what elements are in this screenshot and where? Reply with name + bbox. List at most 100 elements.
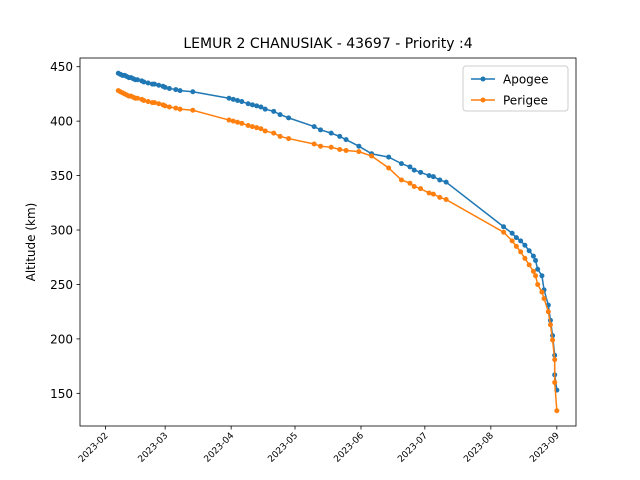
data-point <box>145 80 151 86</box>
data-point <box>530 253 536 259</box>
data-point <box>245 101 251 107</box>
data-point <box>386 165 392 171</box>
data-point <box>134 77 140 83</box>
data-point <box>311 124 317 130</box>
data-point <box>166 85 172 91</box>
data-point <box>513 235 519 241</box>
chart-title: LEMUR 2 CHANUSIAK - 43697 - Priority :4 <box>183 36 472 52</box>
data-point <box>518 249 524 255</box>
data-point <box>443 197 449 203</box>
data-point <box>177 88 183 94</box>
data-point <box>545 309 551 315</box>
series-perigee <box>115 88 560 414</box>
data-point <box>226 95 232 101</box>
data-point <box>286 115 292 121</box>
legend-marker <box>480 97 486 103</box>
data-point <box>318 127 324 133</box>
data-point <box>411 167 417 173</box>
data-point <box>539 289 545 295</box>
data-point <box>311 141 317 147</box>
data-point <box>552 357 558 363</box>
data-point <box>398 177 404 183</box>
data-point <box>166 104 172 110</box>
data-point <box>337 146 343 152</box>
data-point <box>156 82 162 88</box>
data-point <box>522 255 528 261</box>
data-point <box>356 149 362 155</box>
data-point <box>513 243 519 249</box>
data-point <box>539 273 545 279</box>
data-point <box>262 106 268 112</box>
data-point <box>554 408 560 414</box>
legend-entry: Perigee <box>471 94 548 108</box>
data-point <box>418 186 424 192</box>
data-point <box>258 104 264 110</box>
data-point <box>533 258 539 264</box>
data-point <box>437 194 443 200</box>
data-point <box>426 190 432 196</box>
data-point <box>277 112 283 118</box>
data-point <box>271 130 277 136</box>
data-point <box>239 120 245 126</box>
data-point <box>328 144 334 150</box>
series-layer <box>115 70 560 414</box>
data-point <box>235 97 241 103</box>
data-point <box>254 103 260 109</box>
data-point <box>337 133 343 139</box>
data-point <box>249 124 255 130</box>
data-point <box>230 96 236 102</box>
data-point <box>430 191 436 197</box>
y-tick-label: 450 <box>50 60 73 74</box>
data-point <box>277 133 283 139</box>
data-point <box>443 179 449 185</box>
data-point <box>430 174 436 180</box>
legend: Apogee Perigee <box>462 65 569 112</box>
plot-frame <box>79 57 577 427</box>
data-point <box>245 123 251 128</box>
data-point <box>145 99 151 105</box>
data-point <box>411 183 417 189</box>
data-point <box>235 119 241 125</box>
y-tick-label: 400 <box>50 115 73 129</box>
series-apogee <box>115 70 560 393</box>
data-point <box>518 238 524 244</box>
data-point <box>190 89 196 95</box>
data-point <box>533 273 539 279</box>
data-point <box>552 379 558 385</box>
data-point <box>535 266 541 272</box>
data-point <box>398 161 404 167</box>
data-point <box>426 173 432 179</box>
data-point <box>152 100 158 106</box>
data-point <box>239 99 245 105</box>
data-point <box>162 103 168 109</box>
legend-entry: Apogee <box>471 73 549 87</box>
data-point <box>230 118 236 124</box>
data-point <box>226 117 232 123</box>
y-tick-label: 150 <box>50 387 73 401</box>
data-point <box>134 95 140 101</box>
data-point <box>541 296 547 302</box>
data-point <box>535 281 541 287</box>
y-tick-label: 350 <box>50 169 73 183</box>
data-point <box>501 229 507 235</box>
data-point <box>550 337 556 343</box>
data-point <box>262 128 268 134</box>
legend-label: Apogee <box>503 73 549 87</box>
data-point <box>254 125 260 131</box>
data-point <box>173 105 179 111</box>
data-point <box>547 322 553 328</box>
data-point <box>173 87 179 93</box>
data-point <box>356 143 362 149</box>
data-point <box>386 154 392 160</box>
data-point <box>522 242 528 248</box>
data-point <box>407 180 413 186</box>
data-point <box>141 79 147 85</box>
data-point <box>177 106 183 112</box>
data-point <box>162 84 168 90</box>
y-tick-label: 250 <box>50 278 73 292</box>
data-point <box>501 224 507 230</box>
legend-marker <box>480 76 486 82</box>
data-point <box>156 101 162 107</box>
data-point <box>152 81 158 87</box>
data-point <box>509 238 515 244</box>
